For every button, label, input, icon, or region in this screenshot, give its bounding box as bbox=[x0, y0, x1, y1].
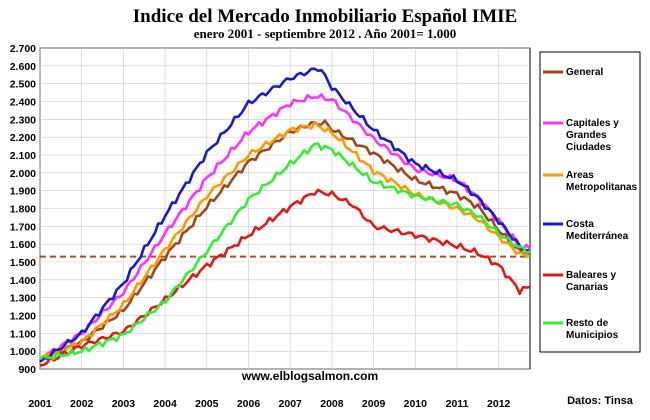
chart-subtitle: enero 2001 - septiembre 2012 . Año 2001=… bbox=[194, 26, 457, 41]
legend-item: General bbox=[543, 67, 603, 78]
y-tick-label: 2.200 bbox=[10, 132, 36, 144]
x-axis-ticks: 2001 2002 2003 2004 2005 2006 2007 2008 2009 2010… bbox=[28, 398, 510, 410]
y-tick-label: 1.800 bbox=[10, 204, 36, 216]
y-tick-label: 1.100 bbox=[10, 328, 36, 340]
y-tick-label: 2.600 bbox=[10, 61, 36, 73]
x-tick-label: 2006 bbox=[237, 398, 261, 410]
y-tick-label: 900 bbox=[18, 364, 36, 376]
legend-label: Areas Metropolitanas bbox=[566, 170, 638, 193]
y-tick-label: 1.500 bbox=[10, 257, 36, 269]
y-tick-label: 1.600 bbox=[10, 239, 36, 251]
x-tick-label: 2008 bbox=[320, 398, 344, 410]
legend-frame bbox=[539, 51, 641, 353]
legend-label: Costa Mediterránea bbox=[566, 219, 629, 242]
x-tick-label: 2003 bbox=[112, 398, 136, 410]
x-tick-label: 2009 bbox=[362, 398, 386, 410]
y-tick-label: 1.700 bbox=[10, 221, 36, 233]
legend-item: Areas Metropolitanas bbox=[543, 170, 638, 193]
legend-label: General bbox=[566, 67, 603, 78]
x-tick-label: 2007 bbox=[279, 398, 303, 410]
x-tick-label: 2004 bbox=[153, 398, 177, 410]
y-tick-label: 2.100 bbox=[10, 150, 36, 162]
chart-title: Indice del Mercado Inmobiliario Español … bbox=[133, 6, 517, 27]
series-line bbox=[39, 67, 531, 363]
y-tick-label: 1.400 bbox=[10, 275, 36, 287]
y-tick-label: 2.700 bbox=[10, 43, 36, 55]
legend-item: Costa Mediterránea bbox=[543, 219, 629, 242]
legend-item: Capitales y Grandes Ciudades bbox=[543, 118, 619, 153]
y-tick-label: 2.400 bbox=[10, 97, 36, 109]
x-tick-label: 2011 bbox=[446, 398, 469, 410]
x-tick-label: 2002 bbox=[70, 398, 94, 410]
x-tick-label: 2005 bbox=[195, 398, 219, 410]
y-axis-ticks: 900 1.000 1.100 1.200 1.300 1.400 1.500 1.600 1.… bbox=[10, 43, 36, 376]
x-tick-label: 2001 bbox=[28, 398, 52, 410]
y-tick-label: 1.900 bbox=[10, 186, 36, 198]
source-note: Datos: Tinsa bbox=[567, 395, 634, 407]
legend: General Capitales y Grandes Ciudades Areas Me… bbox=[539, 51, 641, 353]
series-line bbox=[39, 142, 531, 361]
legend-item: Baleares y Canarias bbox=[543, 270, 616, 293]
legend-item: Resto de Municipios bbox=[543, 318, 619, 341]
y-tick-label: 1.300 bbox=[10, 293, 36, 305]
legend-label: Resto de Municipios bbox=[566, 318, 619, 341]
y-tick-label: 1.200 bbox=[10, 311, 36, 323]
plot-area: www.elblogsalmon.com bbox=[39, 47, 532, 383]
y-tick-label: 2.500 bbox=[10, 79, 36, 91]
series-lines bbox=[39, 67, 532, 367]
legend-label: Capitales y Grandes Ciudades bbox=[566, 118, 619, 153]
y-tick-label: 1.000 bbox=[10, 346, 36, 358]
y-tick-label: 2.000 bbox=[10, 168, 36, 180]
x-tick-label: 2010 bbox=[404, 398, 428, 410]
y-tick-label: 2.300 bbox=[10, 114, 36, 126]
watermark-annotation: www.elblogsalmon.com bbox=[241, 369, 378, 383]
y-gridlines bbox=[40, 47, 530, 370]
legend-label: Baleares y Canarias bbox=[566, 270, 616, 293]
x-tick-label: 2012 bbox=[487, 398, 511, 410]
